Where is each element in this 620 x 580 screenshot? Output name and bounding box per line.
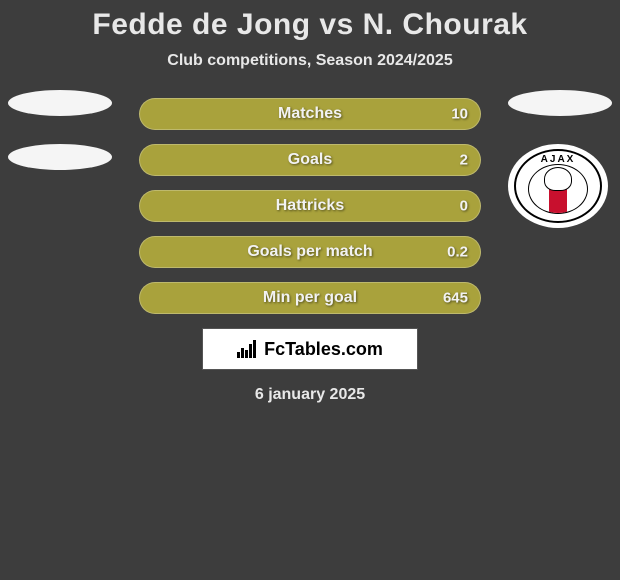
club-badge-placeholder xyxy=(508,90,612,116)
subtitle: Club competitions, Season 2024/2025 xyxy=(0,52,620,70)
stat-bar-min-per-goal: Min per goal 645 xyxy=(139,282,481,314)
stat-bar-hattricks: Hattricks 0 xyxy=(139,190,481,222)
stat-bar-matches: Matches 10 xyxy=(139,98,481,130)
stat-value-right: 0 xyxy=(460,198,468,215)
stat-label: Goals per match xyxy=(140,243,480,261)
stat-label: Goals xyxy=(140,151,480,169)
club-badge-placeholder xyxy=(8,90,112,116)
ajax-logo: AJAX xyxy=(508,144,608,228)
bar-chart-icon xyxy=(237,340,256,358)
club-badge-placeholder xyxy=(8,144,112,170)
stat-bar-goals: Goals 2 xyxy=(139,144,481,176)
stat-label: Min per goal xyxy=(140,289,480,307)
stat-bars: Matches 10 Goals 2 Hattricks 0 Goals per… xyxy=(139,98,481,314)
fctables-logo[interactable]: FcTables.com xyxy=(202,328,418,370)
right-player-badges: AJAX xyxy=(508,90,612,228)
stat-value-right: 10 xyxy=(451,106,468,123)
stat-value-right: 0.2 xyxy=(447,244,468,261)
stats-area: AJAX Matches 10 Goals 2 xyxy=(0,98,620,404)
comparison-card: Fedde de Jong vs N. Chourak Club competi… xyxy=(0,0,620,404)
footer-brand-text: FcTables.com xyxy=(264,339,383,360)
date-label: 6 january 2025 xyxy=(0,386,620,404)
stat-label: Hattricks xyxy=(140,197,480,215)
stat-label: Matches xyxy=(140,105,480,123)
left-player-badges xyxy=(8,90,112,198)
stat-bar-goals-per-match: Goals per match 0.2 xyxy=(139,236,481,268)
stat-value-right: 645 xyxy=(443,290,468,307)
stat-value-right: 2 xyxy=(460,152,468,169)
page-title: Fedde de Jong vs N. Chourak xyxy=(0,8,620,42)
